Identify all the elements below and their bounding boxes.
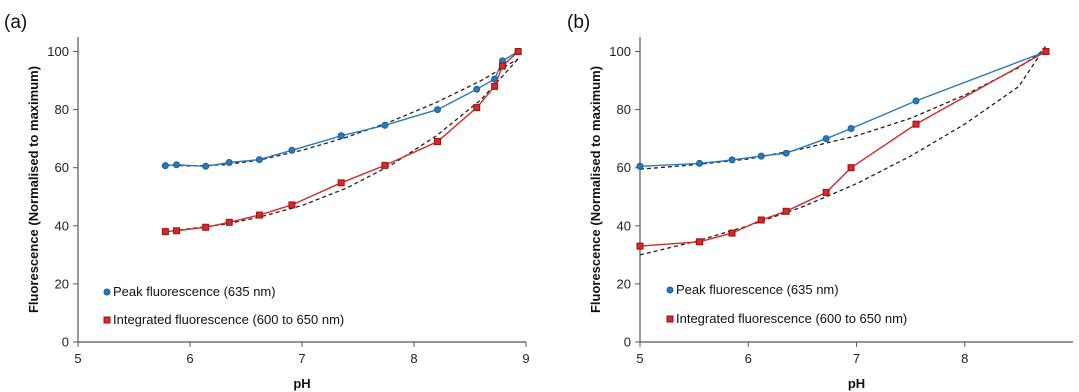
x-tick-label: 5 [74,351,81,366]
data-point-integrated [847,164,855,172]
data-point-integrated [473,104,481,112]
chart-panel-a: (a) 0 20 40 60 80 100 5 6 7 8 9 pH Fluorescence (Norm… [4,12,530,391]
data-point-peak [434,106,442,114]
data-point-integrated [225,218,233,226]
legend-label-peak: Peak fluorescence (635 nm) [676,282,839,297]
x-tick-label: 6 [745,351,752,366]
data-point-peak [173,161,181,169]
data-point-integrated [782,207,790,215]
data-point-peak [757,152,765,160]
data-point-peak [847,125,855,132]
x-tick-label: 9 [522,351,529,366]
data-point-integrated [822,188,830,196]
data-point-peak [473,85,481,93]
data-point-peak [337,132,345,140]
data-point-peak [696,159,704,167]
series-line-integrated [165,50,519,233]
trendline-integrated [639,45,1047,256]
y-tick-label: 60 [55,160,69,175]
y-tick-label: 0 [62,335,69,350]
legend-marker-integrated [103,316,111,324]
y-tick-label: 0 [624,335,631,350]
legend-marker-peak [103,288,111,296]
y-tick-label: 80 [617,102,631,117]
x-tick-label: 5 [636,351,643,366]
data-point-integrated [696,238,704,246]
legend-label-integrated: Integrated fluorescence (600 to 650 nm) [676,311,907,326]
data-point-integrated [434,138,442,146]
trendline-integrated [165,58,519,233]
x-axis-label: pH [293,376,310,391]
data-point-integrated [173,227,181,235]
y-tick-label: 20 [617,276,631,291]
data-point-integrated [161,228,169,236]
data-point-peak [202,162,210,170]
y-tick-label: 60 [617,160,631,175]
legend-label-peak: Peak fluorescence (635 nm) [113,284,276,299]
chart-panel-b: (b) 0 20 40 60 80 100 5 6 7 8 pH Fluorescence (Norma… [567,12,1073,391]
legend: Peak fluorescence (635 nm) Integrated flu… [666,282,907,326]
data-point-peak [161,162,169,170]
data-point-peak [225,158,233,166]
y-tick-label: 20 [55,276,69,291]
legend-marker-integrated [666,315,674,323]
x-tick-label: 7 [853,351,860,366]
data-point-peak [255,156,263,164]
data-point-peak [288,146,296,154]
y-tick-label: 40 [55,218,69,233]
legend: Peak fluorescence (635 nm) Integrated flu… [103,284,344,327]
y-tick-label: 80 [55,102,69,117]
data-point-integrated [498,62,506,70]
series-line-peak [639,50,1047,167]
x-tick-label: 7 [298,351,305,366]
data-point-integrated [337,179,345,187]
data-point-integrated [757,216,765,224]
data-point-peak [822,135,830,143]
panel-label: (a) [4,12,27,33]
y-tick-label: 100 [47,44,69,59]
series-line-peak [165,50,519,168]
data-point-integrated [381,161,389,169]
x-tick-label: 6 [186,351,193,366]
x-axis-label: pH [848,376,865,391]
data-point-integrated [728,229,736,237]
data-point-peak [636,162,644,170]
legend-marker-peak [666,286,674,294]
y-axis-label: Fluorescence (Normalised to maximum) [26,66,41,313]
y-axis-label: Fluorescence (Normalised to maximum) [588,66,603,313]
data-point-integrated [255,211,263,219]
data-point-peak [782,149,790,157]
data-point-integrated [1042,48,1050,56]
y-tick-label: 40 [617,218,631,233]
trendline-peak [639,48,1047,170]
legend-label-integrated: Integrated fluorescence (600 to 650 nm) [113,312,344,327]
data-point-integrated [912,120,920,128]
data-point-integrated [636,242,644,250]
x-tick-label: 8 [961,351,968,366]
y-tick-label: 100 [609,44,631,59]
data-point-peak [912,97,920,105]
trendline-peak [165,58,519,167]
data-point-integrated [202,223,210,231]
series-line-integrated [639,50,1047,247]
data-point-peak [728,156,736,164]
x-tick-label: 8 [410,351,417,366]
data-point-peak [381,121,389,129]
data-point-integrated [514,48,522,56]
panel-label: (b) [567,12,590,33]
data-point-integrated [491,82,499,90]
data-point-integrated [288,201,296,209]
